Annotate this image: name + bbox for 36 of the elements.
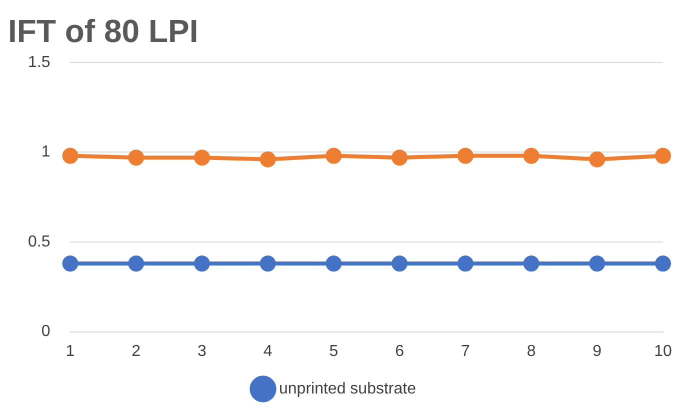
x-tick-label: 8 — [526, 342, 536, 360]
x-tick-label: 4 — [263, 342, 272, 360]
point — [194, 256, 210, 272]
y-tick-label: 0.5 — [28, 233, 50, 250]
y-tick-label: 1 — [41, 144, 50, 161]
x-tick-label: 7 — [460, 342, 470, 360]
point — [260, 151, 276, 168]
point — [589, 256, 606, 272]
point — [62, 148, 78, 164]
y-tick-label: 0 — [41, 323, 50, 340]
point — [194, 150, 210, 166]
x-tick-label: 3 — [198, 342, 207, 360]
point — [260, 256, 276, 272]
point — [128, 150, 144, 166]
point — [457, 148, 474, 164]
y-tick-label: 1.5 — [28, 54, 50, 71]
x-tick-label: 10 — [654, 342, 672, 360]
x-tick-label: 5 — [329, 342, 338, 360]
point — [589, 151, 606, 168]
point — [326, 256, 342, 272]
point — [392, 256, 408, 272]
x-tick-label: 2 — [132, 342, 141, 360]
point — [457, 256, 474, 272]
x-tick-label: 9 — [592, 342, 602, 360]
point — [128, 256, 144, 272]
x-tick-label: 1 — [66, 342, 75, 360]
point — [523, 148, 540, 164]
point — [523, 256, 540, 272]
chart-title: IFT of 80 LPI — [8, 13, 198, 50]
point — [655, 256, 671, 272]
x-tick-label: 6 — [395, 342, 404, 360]
point — [655, 148, 671, 164]
point — [326, 148, 342, 164]
point — [62, 256, 78, 272]
legend-label: unprinted substrate — [279, 380, 416, 398]
point — [392, 150, 408, 166]
